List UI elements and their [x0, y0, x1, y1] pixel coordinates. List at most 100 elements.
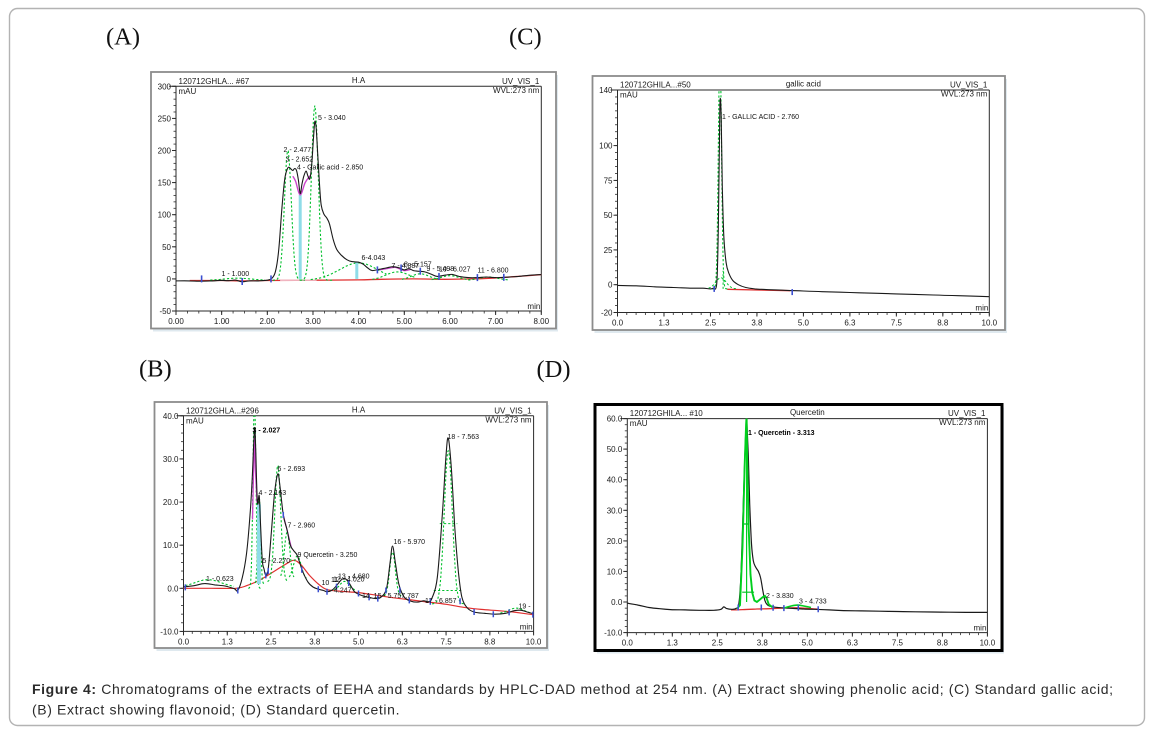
svg-text:0.0: 0.0 [178, 637, 190, 646]
svg-text:WVL:273 nm: WVL:273 nm [485, 415, 532, 424]
svg-text:5.0: 5.0 [798, 319, 810, 328]
svg-text:2 - 2.477: 2 - 2.477 [284, 147, 312, 154]
svg-text:0.00: 0.00 [168, 317, 184, 326]
svg-text:4.00: 4.00 [351, 317, 367, 326]
svg-text:3 - 2.027: 3 - 2.027 [253, 428, 281, 435]
svg-text:7.5: 7.5 [891, 319, 903, 328]
svg-text:7.5: 7.5 [892, 639, 904, 648]
svg-text:17 - 6.857: 17 - 6.857 [425, 598, 457, 605]
svg-text:UV_VIS_1: UV_VIS_1 [948, 409, 986, 418]
svg-text:50: 50 [162, 243, 171, 252]
svg-text:2 - 3.830: 2 - 3.830 [766, 593, 794, 600]
svg-text:5.00: 5.00 [397, 317, 413, 326]
svg-text:-10.0: -10.0 [604, 629, 623, 638]
svg-text:6.00: 6.00 [442, 317, 458, 326]
svg-text:0.0: 0.0 [611, 598, 623, 607]
svg-text:mAU: mAU [179, 87, 197, 96]
svg-text:60.0: 60.0 [607, 415, 623, 424]
svg-text:50: 50 [604, 211, 613, 220]
svg-text:5.0: 5.0 [353, 637, 365, 646]
svg-text:14, 15 - 5.757,787: 14, 15 - 5.757,787 [362, 593, 419, 600]
svg-text:250: 250 [158, 114, 172, 123]
svg-text:min: min [974, 624, 987, 633]
svg-text:19 -: 19 - [519, 604, 532, 611]
svg-text:(C): (C) [509, 24, 542, 51]
svg-text:7.00: 7.00 [488, 317, 504, 326]
svg-text:150: 150 [158, 179, 172, 188]
svg-text:140: 140 [599, 86, 613, 95]
svg-text:(A): (A) [106, 24, 140, 51]
svg-text:120712GHLA... #67: 120712GHLA... #67 [179, 77, 250, 86]
svg-text:75: 75 [604, 176, 613, 185]
svg-text:H.A: H.A [352, 76, 366, 85]
svg-text:1.3: 1.3 [222, 637, 234, 646]
svg-text:12 - 4.020: 12 - 4.020 [333, 577, 365, 584]
svg-text:7 - 2.960: 7 - 2.960 [288, 523, 316, 530]
svg-text:0.0: 0.0 [622, 639, 634, 648]
svg-text:8.8: 8.8 [937, 639, 949, 648]
svg-text:1 - 0.623: 1 - 0.623 [206, 576, 234, 583]
svg-text:10.0: 10.0 [607, 567, 623, 576]
svg-text:120712GHILA...#50: 120712GHILA...#50 [620, 81, 691, 90]
svg-text:10 - 6.027: 10 - 6.027 [439, 267, 471, 274]
svg-text:6 - 2.693: 6 - 2.693 [278, 466, 306, 473]
svg-text:1 - GALLIC ACID - 2.760: 1 - GALLIC ACID - 2.760 [722, 114, 799, 121]
svg-text:WVL:273 nm: WVL:273 nm [939, 418, 986, 427]
svg-text:0.0: 0.0 [612, 319, 624, 328]
svg-text:8.8: 8.8 [937, 319, 949, 328]
svg-text:mAU: mAU [630, 419, 648, 428]
svg-text:3.8: 3.8 [757, 639, 769, 648]
svg-text:120712GHILA... #10: 120712GHILA... #10 [630, 409, 703, 418]
svg-text:11: 11 [331, 577, 338, 584]
svg-text:13 - 4.680: 13 - 4.680 [338, 574, 370, 581]
svg-text:5 - 2.270: 5 - 2.270 [263, 558, 291, 565]
svg-text:20.0: 20.0 [163, 498, 179, 507]
svg-text:1.3: 1.3 [658, 319, 670, 328]
svg-text:20.0: 20.0 [607, 537, 623, 546]
svg-text:2.5: 2.5 [705, 319, 717, 328]
svg-text:5.0: 5.0 [802, 639, 814, 648]
svg-text:200: 200 [158, 147, 172, 156]
svg-text:8.8: 8.8 [484, 637, 496, 646]
svg-text:11 - 6.800: 11 - 6.800 [478, 268, 509, 275]
svg-text:6.3: 6.3 [847, 639, 859, 648]
svg-text:9 Quercetin - 3.250: 9 Quercetin - 3.250 [298, 552, 358, 559]
svg-text:WVL:273 nm: WVL:273 nm [941, 90, 988, 99]
svg-text:3.8: 3.8 [751, 319, 763, 328]
svg-text:4 - Gallic acid - 2.850: 4 - Gallic acid - 2.850 [297, 165, 363, 172]
svg-text:mAU: mAU [620, 91, 638, 100]
svg-text:-10.0: -10.0 [160, 627, 179, 636]
svg-text:-50: -50 [159, 307, 171, 316]
svg-text:30.0: 30.0 [607, 506, 623, 515]
svg-text:5 - 3.040: 5 - 3.040 [318, 115, 346, 122]
svg-text:6.3: 6.3 [397, 637, 409, 646]
svg-text:6.3: 6.3 [844, 319, 856, 328]
svg-text:10.0: 10.0 [982, 319, 998, 328]
svg-text:0: 0 [167, 275, 172, 284]
svg-text:30.0: 30.0 [163, 455, 179, 464]
svg-text:WVL:273 nm: WVL:273 nm [493, 86, 540, 95]
svg-text:100: 100 [158, 211, 172, 220]
svg-text:min: min [975, 304, 988, 313]
svg-text:1 - 1.000: 1 - 1.000 [222, 271, 250, 278]
svg-text:40.0: 40.0 [163, 412, 179, 421]
svg-text:50.0: 50.0 [607, 445, 623, 454]
svg-text:40.0: 40.0 [607, 476, 623, 485]
svg-text:4.247: 4.247 [334, 588, 352, 595]
svg-text:UV_VIS_1: UV_VIS_1 [494, 406, 532, 415]
svg-text:H.A: H.A [352, 405, 366, 414]
svg-text:(B): (B) [139, 356, 172, 383]
svg-text:3.00: 3.00 [305, 317, 321, 326]
svg-text:0: 0 [608, 281, 613, 290]
svg-text:10.0: 10.0 [980, 639, 996, 648]
svg-text:9 - 5.498: 9 - 5.498 [427, 266, 455, 273]
svg-text:mAU: mAU [186, 416, 204, 425]
svg-text:3 - 2.652: 3 - 2.652 [286, 157, 314, 164]
svg-text:-20: -20 [601, 309, 613, 318]
svg-text:min: min [527, 302, 540, 311]
svg-text:300: 300 [158, 82, 172, 91]
svg-text:0.0: 0.0 [167, 584, 179, 593]
svg-text:7 - 4.887: 7 - 4.887 [392, 263, 420, 270]
svg-text:1 - Quercetin - 3.313: 1 - Quercetin - 3.313 [748, 430, 815, 437]
svg-text:Figure 4: Chromatograms of the: Figure 4: Chromatograms of the extracts … [32, 681, 1114, 697]
